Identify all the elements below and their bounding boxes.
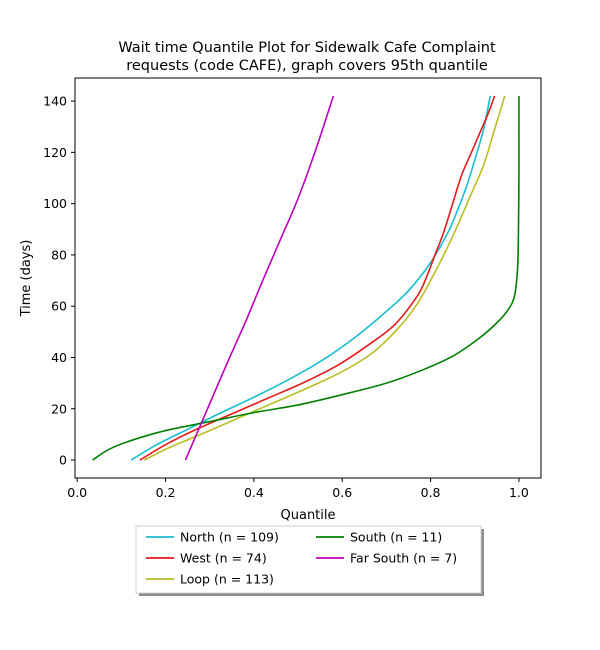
legend-box xyxy=(135,525,482,594)
series-line-2 xyxy=(139,95,496,461)
y-axis-label: Time (days) xyxy=(19,240,34,318)
y-tick-label: 60 xyxy=(51,299,67,314)
y-tick-label: 140 xyxy=(43,94,67,109)
legend-label: Loop (n = 113) xyxy=(180,572,274,587)
x-tick-label: 1.0 xyxy=(509,485,529,500)
legend-label: West (n = 74) xyxy=(180,551,267,566)
legend-label: Far South (n = 7) xyxy=(350,551,457,566)
y-tick-label: 0 xyxy=(59,453,67,468)
series-line-5 xyxy=(184,95,335,461)
legend-label: North (n = 109) xyxy=(180,530,279,545)
x-tick-label: 0.8 xyxy=(421,485,441,500)
x-tick-label: 0.2 xyxy=(156,485,176,500)
y-tick-label: 80 xyxy=(51,247,67,262)
x-tick-label: 0.6 xyxy=(332,485,352,500)
x-tick-label: 0.0 xyxy=(67,485,87,500)
x-axis-label: Quantile xyxy=(281,508,336,523)
y-tick-label: 120 xyxy=(43,145,67,160)
plot-frame xyxy=(74,77,542,479)
series-layer xyxy=(92,95,520,461)
series-line-1 xyxy=(130,95,491,461)
series-line-3 xyxy=(143,95,506,461)
x-tick-label: 0.4 xyxy=(244,485,264,500)
series-line-4 xyxy=(92,95,520,461)
chart-title-line-1: Wait time Quantile Plot for Sidewalk Caf… xyxy=(118,40,496,56)
chart-title-line-2: requests (code CAFE), graph covers 95th … xyxy=(126,58,488,74)
legend: North (n = 109) West (n = 74) Loop (n = 11… xyxy=(135,525,484,596)
y-tick-label: 40 xyxy=(51,350,67,365)
x-axis: 0.0 0.2 0.4 0.6 0.8 1.0 xyxy=(67,478,529,500)
y-tick-label: 100 xyxy=(43,196,67,211)
legend-label: South (n = 11) xyxy=(350,530,442,545)
y-axis: 0 20 40 60 80 100 120 140 xyxy=(43,94,75,468)
y-tick-label: 20 xyxy=(51,401,67,416)
